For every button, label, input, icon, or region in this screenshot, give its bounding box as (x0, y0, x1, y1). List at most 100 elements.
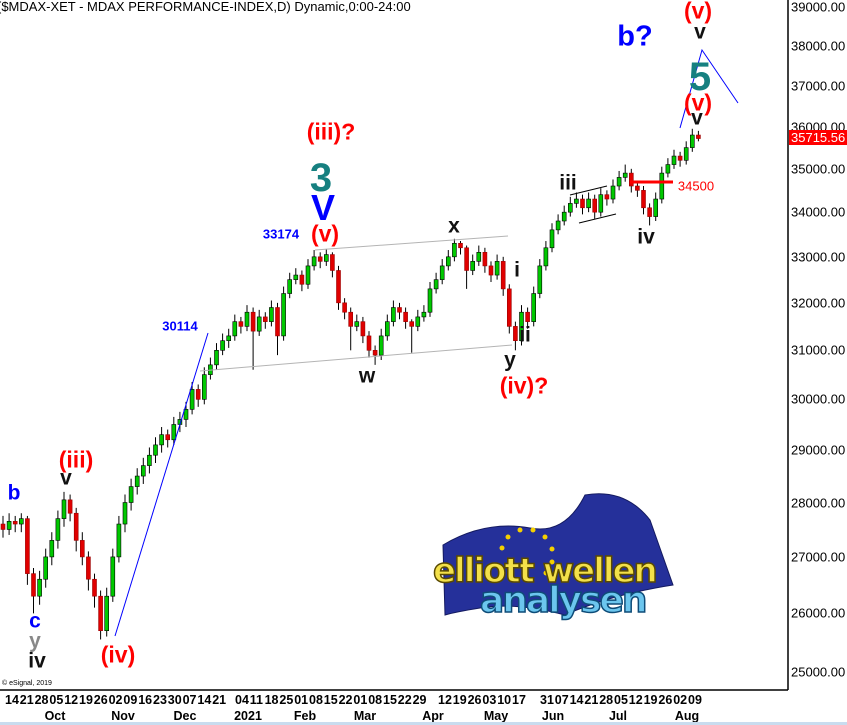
candle-down (12, 521, 18, 525)
candle-up (214, 350, 219, 366)
wave-5-projection-line (679, 48, 739, 129)
candle-up (256, 316, 262, 332)
x-day-label: 07 (182, 693, 197, 707)
candle-up (659, 172, 665, 200)
y-tick-label: 26000.00 (791, 605, 846, 621)
logo-text-line1: elliott wellen (433, 551, 656, 591)
x-day-label: 05 (614, 693, 628, 707)
y-tick-label: 35000.00 (791, 161, 846, 177)
candle-down (25, 518, 30, 574)
x-month-label: Aug (674, 709, 700, 723)
candle-down (458, 242, 463, 249)
candle-up (159, 434, 164, 446)
candle-down (366, 335, 372, 351)
x-day-label: 03 (482, 693, 497, 707)
x-day-label: 01 (353, 693, 368, 707)
candle-down (67, 499, 73, 514)
candle-down (299, 274, 305, 285)
candle-up (452, 242, 457, 258)
candles (0, 128, 701, 640)
candle-up (37, 578, 42, 597)
candle-up (354, 321, 360, 327)
x-day-label: 19 (79, 693, 93, 707)
candle-down (360, 321, 366, 337)
wave-label-y-gray: y (29, 629, 41, 653)
x-day-label: 26 (93, 693, 108, 707)
candle-up (104, 595, 109, 632)
candle-up (665, 164, 671, 174)
candle-down (317, 256, 323, 262)
x-day-label: 19 (452, 693, 467, 707)
candle-up (43, 556, 49, 580)
x-day-label: 17 (512, 693, 526, 707)
x-day-label: 01 (294, 693, 309, 707)
candle-down (696, 134, 701, 139)
candle-down (31, 573, 36, 597)
candle-up (49, 540, 55, 558)
x-month-label: May (483, 709, 509, 723)
wave-label-v: v (60, 466, 72, 490)
wave-label-v-paren-top: (v) (683, 0, 713, 24)
candle-down (73, 512, 79, 541)
candle-down (604, 194, 610, 200)
x-day-label: 22 (397, 693, 412, 707)
wave-label-b: b (7, 481, 21, 505)
x-day-label: 25 (279, 693, 294, 707)
logo-text-line2: analysen (480, 580, 646, 621)
y-tick-label: 27000.00 (791, 549, 846, 565)
wave-label-iv-small: iv (637, 225, 655, 249)
y-tick-label: 25000.00 (791, 664, 846, 680)
x-day-label: 08 (368, 693, 383, 707)
candle-up (128, 486, 134, 503)
candle-down (336, 270, 341, 304)
impulse-trendline (114, 332, 209, 637)
x-day-label: 12 (628, 693, 643, 707)
candle-up (122, 502, 128, 525)
candle-up (555, 220, 561, 231)
x-day-label: 12 (64, 693, 79, 707)
x-day-label: 14 (569, 693, 584, 707)
x-day-label: 23 (153, 693, 167, 707)
candle-down (403, 311, 408, 322)
candle-down (238, 321, 244, 327)
candle-down (98, 595, 103, 632)
candle-up (378, 335, 384, 356)
elliott-wellen-analysen-logo: elliott wellen analysen (432, 493, 674, 622)
x-day-label: 09 (123, 693, 138, 707)
x-month-label: Oct (44, 709, 66, 723)
candle-up (116, 523, 122, 558)
candle-down (464, 247, 469, 271)
candle-up (171, 424, 177, 441)
y-tick-label: 37000.00 (791, 78, 846, 94)
candle-up (610, 185, 616, 200)
y-tick-label: 33000.00 (791, 249, 846, 265)
wave-label-3: 3 (309, 156, 333, 200)
x-day-label: 12 (438, 693, 452, 707)
candle-down (513, 326, 518, 341)
candle-up (616, 177, 622, 187)
candle-down (165, 434, 170, 441)
x-month-label: Jun (541, 709, 565, 723)
candle-up (427, 288, 433, 313)
triangle-lower-line (578, 213, 617, 224)
y-tick-label: 34000.00 (791, 204, 846, 220)
candle-up (653, 198, 659, 217)
x-day-label: 31 (540, 693, 554, 707)
candle-up (586, 198, 591, 209)
candle-up (220, 340, 225, 351)
candle-down (488, 265, 494, 276)
candle-down (641, 190, 646, 209)
x-month-label: Apr (422, 709, 444, 723)
y-tick-label: 30000.00 (791, 391, 846, 407)
y-tick-label: 29000.00 (791, 442, 846, 458)
candle-up (232, 321, 238, 337)
candle-up (134, 475, 140, 487)
candle-up (183, 409, 189, 420)
x-day-label: 30 (167, 693, 182, 707)
x-day-label: 18 (264, 693, 279, 707)
candle-up (683, 147, 689, 161)
candle-down (275, 307, 280, 337)
candle-up (433, 279, 439, 290)
copyright: © eSignal, 2019 (2, 680, 52, 687)
